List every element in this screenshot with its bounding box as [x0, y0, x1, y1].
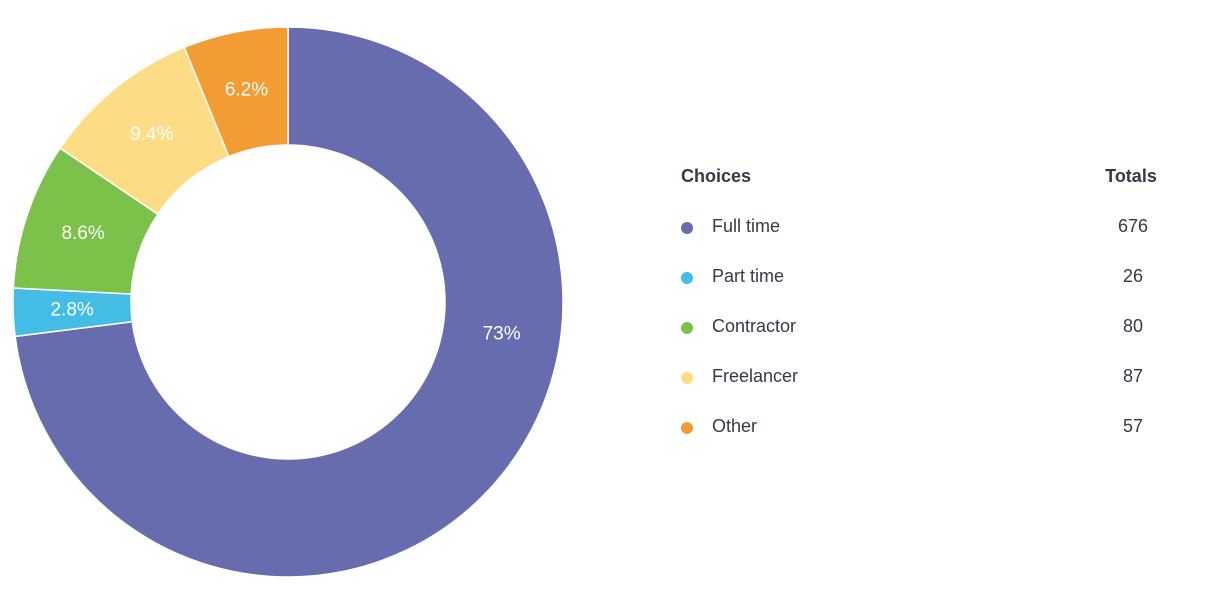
legend-label: Full time — [712, 216, 781, 236]
donut-chart: 73% 2.8% 8.6% 9.4% 6.2% — [12, 26, 564, 578]
legend-header-totals: Totals — [1105, 166, 1157, 186]
legend-total: 87 — [1122, 366, 1144, 386]
legend-header: Choices Totals — [681, 160, 1161, 196]
legend-label: Freelancer — [712, 366, 799, 386]
slice-label-freelancer: 9.4% — [130, 124, 173, 145]
legend-dot-icon — [681, 222, 693, 234]
legend-dot-icon — [681, 372, 693, 384]
legend-header-choices: Choices — [681, 166, 752, 186]
slice-label-full-time: 73% — [483, 324, 521, 345]
legend-label: Part time — [712, 266, 785, 286]
legend-dot-icon — [681, 322, 693, 334]
chart-legend: Choices Totals Full time 676 Part time 2… — [681, 160, 1161, 446]
slice-label-part-time: 2.8% — [50, 300, 93, 321]
legend-label: Contractor — [712, 316, 797, 336]
donut-slice-labels: 73% 2.8% 8.6% 9.4% 6.2% — [50, 80, 520, 345]
legend-row-other[interactable]: Other 57 — [681, 396, 1161, 446]
slice-label-contractor: 8.6% — [61, 223, 104, 244]
slice-full-time[interactable] — [14, 26, 564, 578]
slice-label-other: 6.2% — [225, 80, 268, 101]
slice-other[interactable] — [183, 26, 289, 158]
legend-row-full-time[interactable]: Full time 676 — [681, 196, 1161, 246]
legend-row-freelancer[interactable]: Freelancer 87 — [681, 346, 1161, 396]
legend-dot-icon — [681, 272, 693, 284]
legend-label: Other — [712, 416, 758, 436]
legend-row-contractor[interactable]: Contractor 80 — [681, 296, 1161, 346]
legend-total: 26 — [1122, 266, 1144, 286]
legend-total: 80 — [1122, 316, 1144, 336]
legend-row-part-time[interactable]: Part time 26 — [681, 246, 1161, 296]
legend-total: 57 — [1122, 416, 1144, 436]
legend-total: 676 — [1117, 216, 1149, 236]
donut-slices — [12, 26, 564, 578]
legend-dot-icon — [681, 422, 693, 434]
